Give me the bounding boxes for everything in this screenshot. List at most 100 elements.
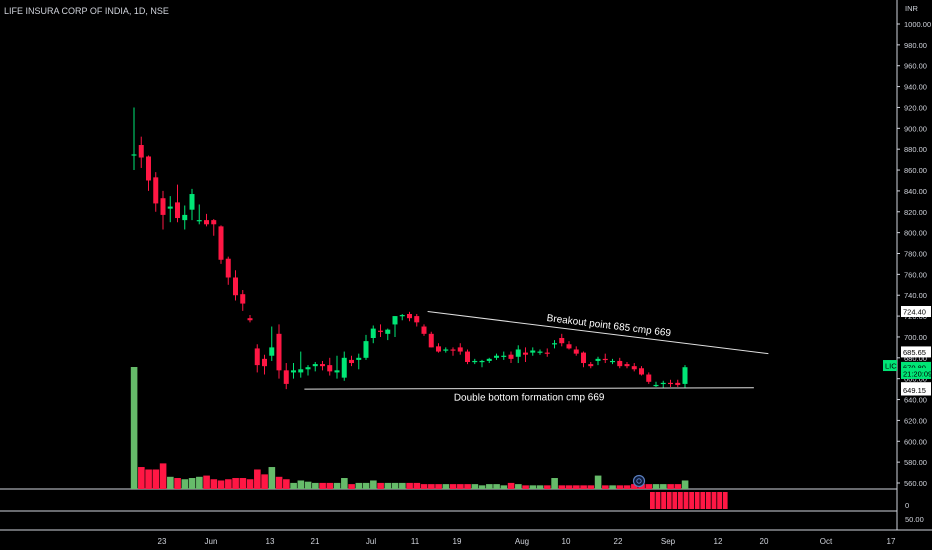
volume-bar [573, 485, 580, 489]
candle-body [240, 294, 246, 304]
candle-body [501, 355, 507, 357]
price-tick-label: 620.00 [904, 416, 927, 425]
candle-body [515, 349, 521, 357]
candle-body [196, 220, 202, 222]
volume-bar [399, 482, 406, 489]
price-tick-label: 880.00 [904, 145, 927, 154]
time-tick-label: 11 [411, 537, 420, 546]
indicator-bar [650, 492, 655, 509]
volume-bar [246, 479, 254, 489]
volume-bar [645, 484, 653, 489]
candle-body [211, 220, 217, 225]
indicator-bar [666, 492, 672, 509]
candle-body [233, 277, 238, 296]
volume-bar [667, 484, 674, 489]
price-tick-label: 560.00 [904, 479, 927, 488]
price-tick-label: 900.00 [904, 124, 927, 133]
candle-body [602, 358, 608, 361]
volume-bar [384, 482, 392, 489]
volume-bar [196, 476, 203, 489]
candle-body [639, 368, 644, 375]
volume-bar [674, 484, 682, 489]
volume-bar [210, 479, 218, 489]
price-tick-label: 600.00 [904, 437, 927, 446]
candle-body [559, 337, 565, 344]
candle-body [291, 370, 296, 373]
candle-body [189, 194, 195, 210]
volume-bar [130, 367, 138, 489]
candle-body [298, 369, 304, 373]
volume-bar [341, 478, 348, 489]
volume-bar [631, 484, 638, 489]
price-tick-label: 980.00 [904, 41, 927, 50]
price-label-box [901, 361, 931, 373]
candle-body [356, 357, 362, 360]
candle-body [682, 367, 688, 384]
price-tick-label: 780.00 [904, 250, 927, 259]
candle-body [494, 355, 499, 358]
candle-body [668, 382, 673, 385]
volume-bar [370, 480, 377, 489]
candle-body [254, 348, 260, 366]
volume-bar [181, 479, 189, 489]
volume-bar [515, 484, 522, 489]
time-tick-label: Aug [515, 537, 529, 546]
candle-body [450, 349, 456, 351]
volume-bar [355, 482, 363, 489]
volume-bar [413, 482, 421, 489]
candle-body [283, 370, 289, 384]
volume-bar [623, 485, 631, 489]
volume-bar [225, 479, 232, 489]
indicator-bar [683, 492, 689, 509]
volume-bar [486, 484, 493, 489]
trendline-annotation: Double bottom formation cmp 669 [454, 392, 605, 403]
volume-bar [239, 478, 247, 489]
candle-body [581, 352, 586, 364]
candle-body [414, 316, 420, 323]
candle-body [392, 316, 398, 325]
candle-body [479, 360, 485, 363]
indicator-bar [700, 492, 706, 509]
volume-bar [681, 480, 689, 489]
time-tick-label: 12 [714, 537, 723, 546]
price-label-box [883, 360, 897, 372]
candle-body [305, 367, 311, 370]
volume-bar [522, 485, 529, 489]
time-tick-label: 23 [158, 537, 167, 546]
volume-bar [478, 485, 486, 489]
volume-bar [587, 485, 595, 489]
candle-body [544, 352, 550, 354]
price-tick-label: 1000.00 [904, 20, 931, 29]
candle-body [262, 358, 267, 367]
price-tick-label: 860.00 [904, 166, 927, 175]
candle-body [399, 315, 405, 317]
candle-body [370, 328, 376, 338]
candle-body [276, 333, 282, 371]
volume-bar [435, 484, 442, 489]
candle-body [204, 220, 209, 225]
indicator-pane [650, 492, 728, 509]
volume-bar [290, 482, 297, 489]
volume-bar [449, 484, 457, 489]
price-label: 670.80 [903, 363, 926, 372]
indicator-bar [655, 492, 661, 509]
volume-bar [326, 482, 334, 489]
volume-bar [217, 480, 225, 489]
volume-bar [507, 482, 515, 489]
candle-body [617, 360, 623, 367]
candle-body [131, 154, 137, 156]
candle-body [523, 352, 528, 355]
time-tick-label: 10 [562, 537, 571, 546]
candles [131, 107, 688, 390]
volume-bar [333, 482, 341, 489]
candle-body [552, 343, 557, 345]
volume-bar [428, 484, 435, 489]
time-tick-label: Oct [820, 537, 833, 546]
candle-body [378, 330, 383, 332]
price-label: 724.40 [903, 308, 926, 317]
volume-bar [297, 480, 305, 489]
candle-body [153, 177, 159, 204]
volume-bar [312, 482, 319, 489]
volume-bar [261, 474, 268, 489]
